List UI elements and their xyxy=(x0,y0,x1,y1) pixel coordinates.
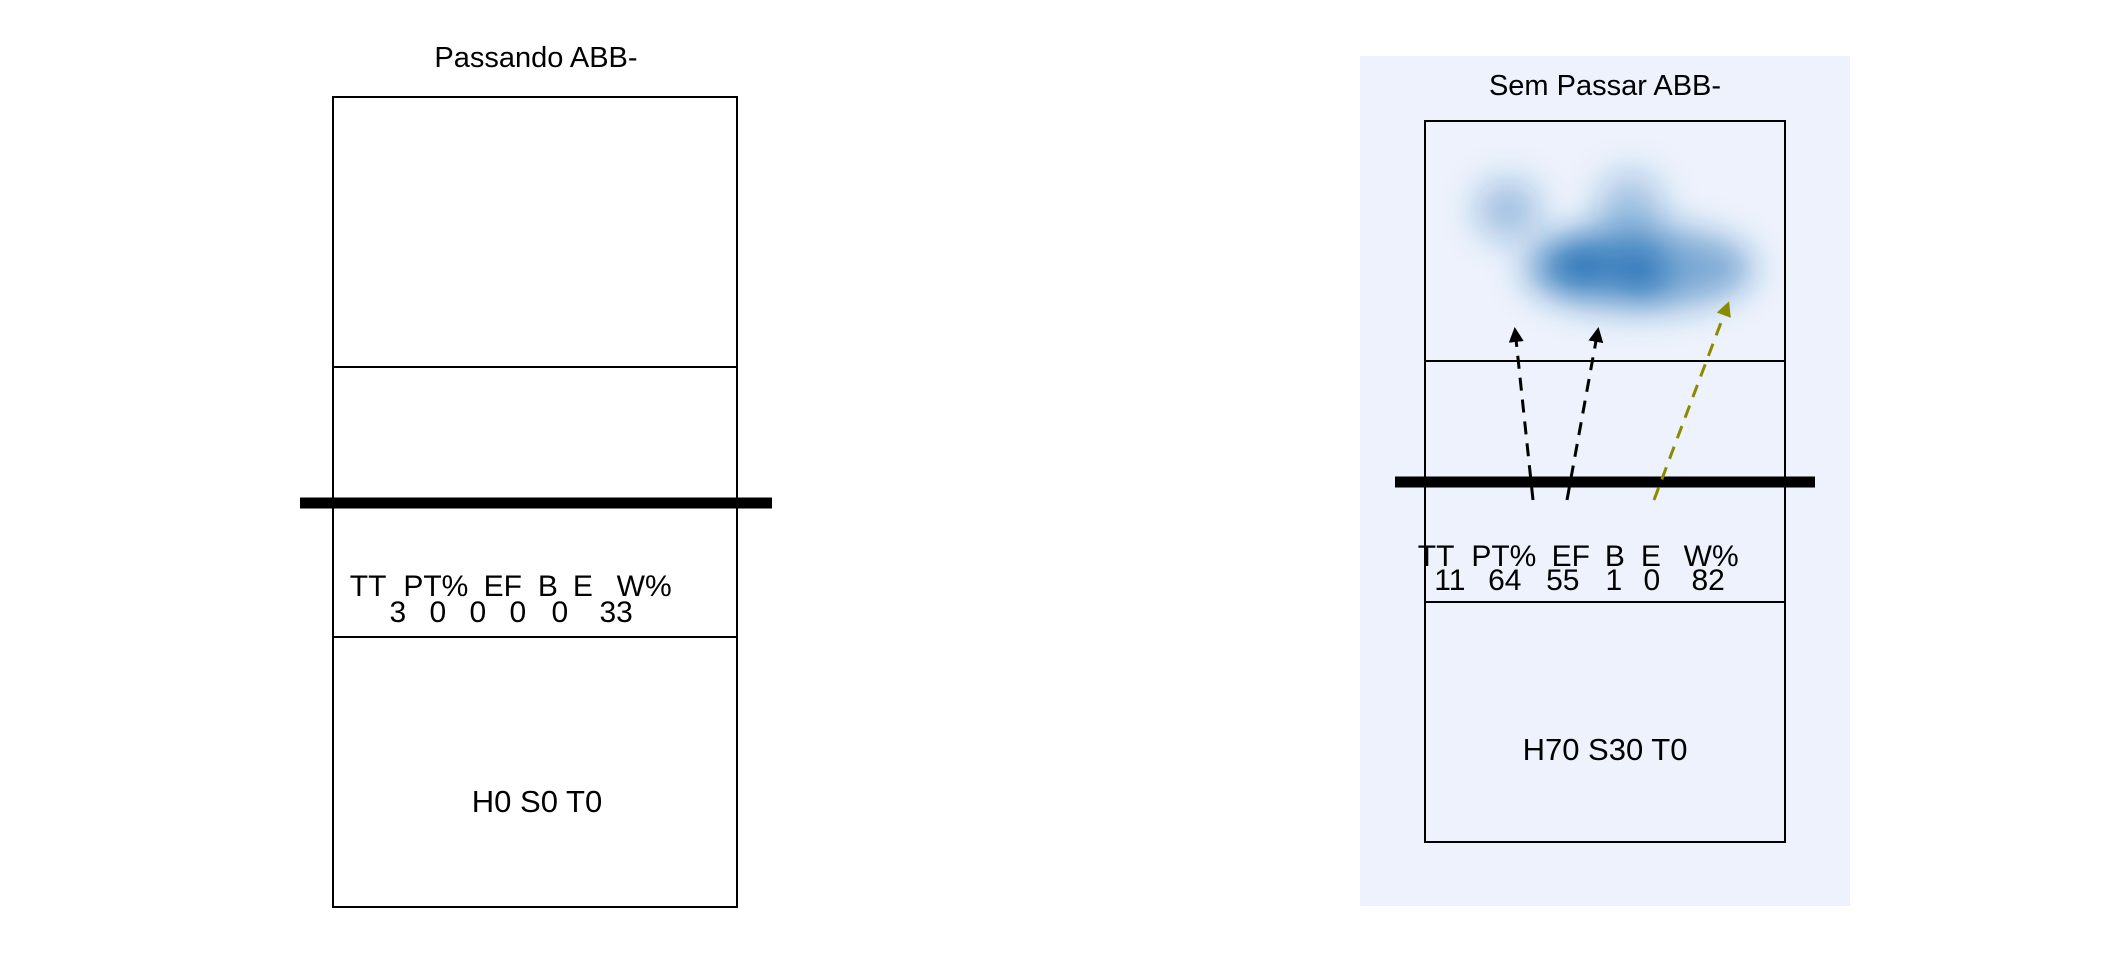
attack-arrow xyxy=(1652,301,1731,501)
zone-label: H70 S30 T0 xyxy=(1523,732,1688,767)
zone-label: H0 S0 T0 xyxy=(472,784,602,819)
panel-left: Passando ABB- TT PT% EF B E W% 3 0 0 0 0… xyxy=(0,42,772,908)
panel-right: Sem Passar ABB- TT PT% EF B E W% 11 64 xyxy=(0,56,1850,906)
heat-blob xyxy=(1476,180,1540,240)
attack-arrow xyxy=(1565,327,1604,501)
attack-arrow xyxy=(1508,327,1535,501)
heatmap xyxy=(1476,172,1753,310)
stats-header: TT PT% EF B E W% xyxy=(0,540,1780,573)
heat-blob xyxy=(1548,239,1612,291)
heat-blob xyxy=(1612,248,1668,296)
stats-values: 11 64 55 1 0 82 xyxy=(0,564,1767,597)
stats-values: 3 0 0 0 0 33 xyxy=(0,596,675,629)
panel-title: Sem Passar ABB- xyxy=(1489,70,1721,102)
panel-title: Passando ABB- xyxy=(434,42,637,74)
stats-header: TT PT% EF B E W% xyxy=(0,570,713,603)
